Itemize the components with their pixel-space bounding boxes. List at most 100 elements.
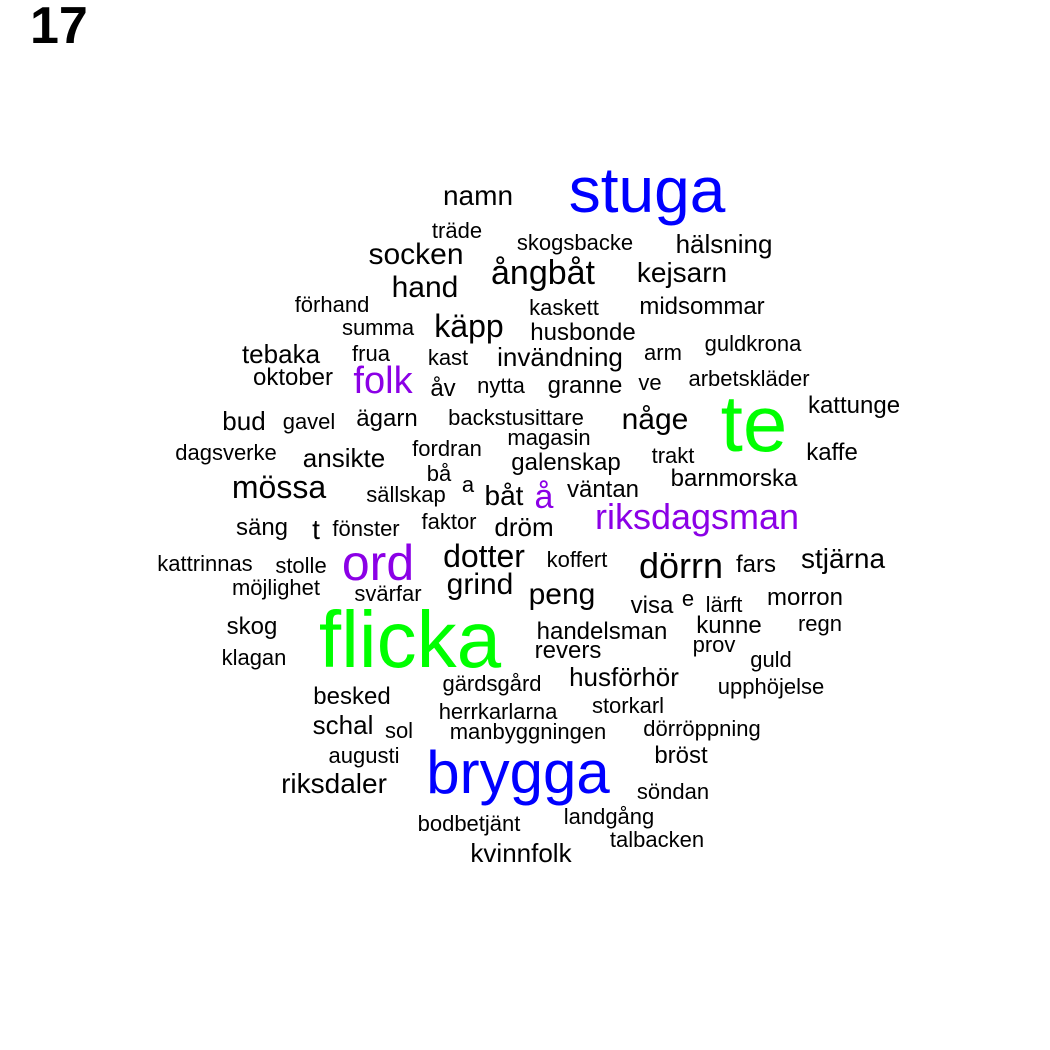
word-cloud-word: söndan (636, 779, 710, 804)
word-cloud-word: kast (427, 345, 469, 370)
word-cloud-word: te (720, 379, 788, 468)
word-cloud-word: stuga (568, 154, 726, 226)
word-cloud-word: landgång (563, 804, 655, 829)
word-cloud-word: visa (630, 592, 674, 619)
word-cloud-word: någe (621, 403, 689, 436)
word-cloud-word: kattrinnas (157, 551, 253, 576)
word-cloud-word: e (681, 586, 695, 611)
word-cloud-word: dörröppning (643, 716, 761, 741)
word-cloud-word: båt (484, 480, 524, 511)
word-cloud-word: husförhör (569, 662, 679, 692)
word-cloud-word: skog (226, 613, 278, 640)
word-cloud-word: arm (644, 340, 682, 365)
word-cloud-word: frua (352, 341, 390, 366)
word-cloud-word: ägarn (356, 405, 418, 432)
word-cloud-word: käpp (434, 308, 504, 344)
word-cloud-word: kaskett (529, 295, 599, 320)
word-cloud-word: bud (222, 406, 266, 436)
word-cloud-word: ångbåt (491, 254, 595, 292)
word-cloud-word: besked (313, 683, 391, 710)
word-cloud-word: träde (431, 218, 483, 243)
word-cloud-word: möjlighet (231, 575, 321, 600)
word-cloud-word: å (534, 478, 554, 516)
word-cloud-word: revers (534, 637, 602, 664)
word-cloud-word: svärfar (354, 581, 422, 606)
word-cloud-word: tebaka (241, 339, 321, 369)
word-cloud-word: dörrn (638, 545, 724, 586)
word-cloud-word: brygga (426, 739, 610, 806)
word-cloud-word: ansikte (302, 443, 386, 473)
word-cloud-word: hand (391, 271, 459, 304)
word-cloud-word: kattunge (807, 392, 901, 419)
word-cloud-word: stolle (275, 553, 327, 578)
word-cloud-word: åv (430, 375, 456, 402)
word-cloud-word: schal (312, 710, 374, 740)
word-cloud-word: kvinnfolk (470, 838, 572, 868)
word-cloud-word: namn (442, 180, 514, 211)
word-cloud-word: riksdagsman (594, 496, 800, 537)
word-cloud-word: dröm (494, 512, 554, 542)
word-cloud-word: barnmorska (670, 465, 798, 492)
word-cloud-word: mössa (231, 469, 327, 505)
word-cloud-word: folk (353, 360, 413, 402)
word-cloud-word: riksdaler (281, 768, 387, 799)
word-cloud-word: oktober (252, 364, 334, 391)
word-cloud-word: prov (692, 632, 736, 657)
word-cloud-word: a (461, 472, 475, 497)
word-cloud-word: upphöjelse (717, 674, 825, 699)
word-cloud-word: ord (341, 535, 415, 591)
word-cloud-word: backstusittare (448, 405, 584, 430)
word-cloud-word: magasin (507, 425, 591, 450)
word-cloud-word: kunne (696, 612, 762, 639)
word-cloud-word: fönster (332, 516, 400, 541)
word-cloud-word: husbonde (530, 319, 636, 346)
word-cloud-word: granne (547, 372, 623, 399)
word-cloud-word: regn (797, 611, 843, 636)
word-cloud-word: fordran (412, 436, 482, 461)
word-cloud-word: t (312, 514, 320, 545)
word-cloud-word: ve (638, 370, 662, 395)
word-cloud-word: kaffe (806, 439, 858, 466)
word-cloud-word: galenskap (511, 449, 621, 476)
word-cloud-word: skogsbacke (516, 230, 634, 255)
word-cloud-word: hälsning (675, 229, 773, 259)
word-cloud-word: augusti (328, 743, 400, 768)
word-cloud-word: bodbetjänt (417, 811, 521, 836)
figure-label: 17 (30, 0, 88, 55)
word-cloud-word: sällskap (366, 482, 446, 507)
word-cloud-word: sol (384, 718, 414, 743)
word-cloud-word: storkarl (591, 693, 665, 718)
word-cloud-word: midsommar (639, 293, 765, 320)
word-cloud-word: nytta (477, 373, 525, 398)
word-cloud-word: faktor (421, 509, 477, 534)
word-cloud-word: socken (368, 238, 464, 271)
word-cloud-word: säng (235, 514, 289, 541)
word-cloud-word: morron (766, 584, 844, 611)
word-cloud-word: invändning (497, 342, 623, 372)
word-cloud-word: kejsarn (636, 257, 728, 288)
word-cloud-word: trakt (651, 443, 695, 468)
word-cloud-word: dotter (443, 538, 525, 574)
word-cloud-word: fars (735, 551, 777, 578)
word-cloud-word: handelsman (536, 618, 668, 645)
word-cloud-word: flicka (318, 595, 502, 684)
word-cloud-word: väntan (566, 476, 640, 503)
word-cloud-word: arbetskläder (688, 366, 810, 391)
word-cloud-word: bröst (654, 742, 708, 769)
word-cloud-word: summa (341, 315, 415, 340)
word-cloud-word: grind (446, 568, 514, 601)
word-cloud-word: dagsverke (175, 440, 277, 465)
word-cloud-word: peng (528, 578, 596, 611)
word-cloud-word: guldkrona (704, 331, 802, 356)
word-cloud-word: herrkarlarna (438, 699, 558, 724)
word-cloud-word: stjärna (800, 543, 886, 574)
word-cloud-word: manbyggningen (449, 719, 607, 744)
word-cloud-word: guld (750, 647, 792, 672)
word-cloud-word: förhand (294, 292, 370, 317)
word-cloud-word: bå (426, 461, 452, 486)
word-cloud-word: gärdsgård (442, 671, 542, 696)
word-cloud-word: klagan (221, 645, 287, 670)
word-cloud-word: lärft (705, 592, 743, 617)
word-cloud-word: koffert (546, 547, 608, 572)
